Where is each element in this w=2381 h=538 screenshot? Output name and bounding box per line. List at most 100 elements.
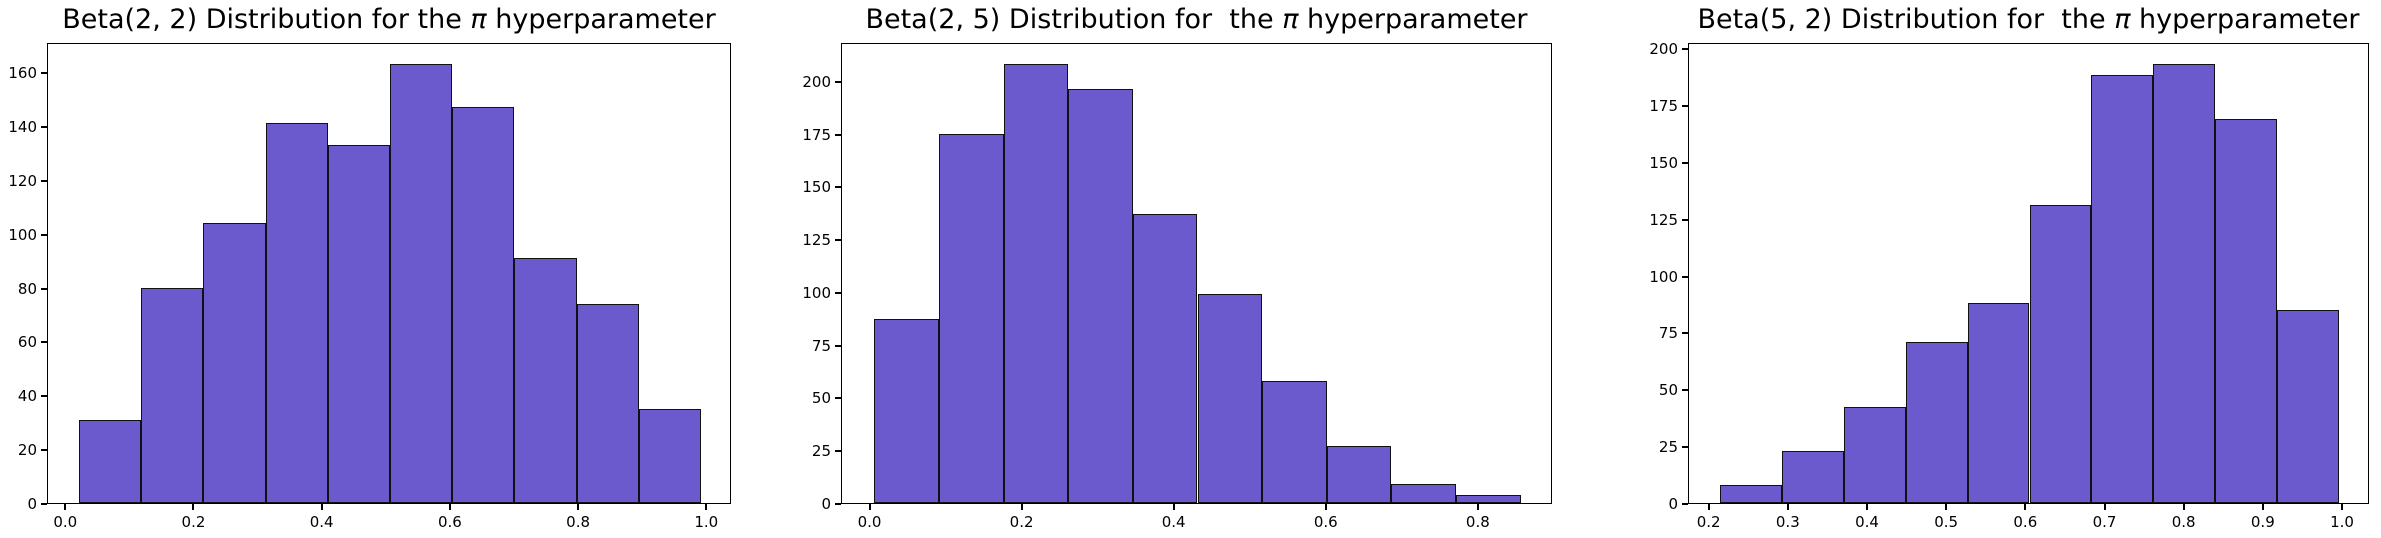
y-tick bbox=[835, 397, 841, 400]
histogram-bar bbox=[79, 419, 142, 503]
y-tick bbox=[41, 233, 47, 236]
bars-layer bbox=[48, 44, 730, 503]
x-tick-label: 0.6 bbox=[1313, 513, 1338, 531]
x-tick-label: 0.6 bbox=[437, 513, 462, 531]
x-tick-label: 0.9 bbox=[2250, 513, 2275, 531]
y-tick bbox=[41, 179, 47, 182]
x-tick bbox=[2182, 504, 2185, 510]
x-tick bbox=[1476, 504, 1479, 510]
x-tick bbox=[1945, 504, 1948, 510]
x-tick-label: 0.4 bbox=[1161, 513, 1186, 531]
y-tick bbox=[1682, 161, 1688, 164]
x-tick bbox=[1866, 504, 1868, 510]
y-tick-label: 175 bbox=[802, 125, 831, 144]
x-tick-label: 0.6 bbox=[2013, 513, 2038, 531]
chart-title: Beta(2, 5) Distribution for the π hyperp… bbox=[865, 4, 1528, 35]
plot-area bbox=[47, 43, 731, 504]
x-tick-label: 1.0 bbox=[694, 513, 719, 531]
y-tick-label: 0 bbox=[1668, 495, 1678, 513]
y-tick-label: 50 bbox=[1658, 381, 1678, 400]
histogram-bar bbox=[2215, 118, 2278, 503]
x-tick-label: 0.2 bbox=[1009, 513, 1034, 531]
x-tick-label: 0.8 bbox=[2171, 513, 2196, 531]
x-tick-label: 0.8 bbox=[566, 513, 591, 531]
y-tick bbox=[1682, 503, 1688, 505]
histogram-bar bbox=[2029, 205, 2092, 503]
y-tick bbox=[41, 449, 47, 452]
x-tick bbox=[868, 504, 871, 510]
histogram-bar bbox=[203, 222, 266, 503]
histogram-bar bbox=[1391, 484, 1457, 503]
y-tick bbox=[1682, 389, 1688, 392]
y-tick bbox=[1682, 48, 1688, 51]
y-tick-label: 160 bbox=[8, 64, 37, 83]
histogram-bar bbox=[2277, 309, 2340, 503]
x-tick bbox=[320, 504, 323, 510]
histogram-bar bbox=[1781, 450, 1844, 503]
y-tick bbox=[835, 239, 841, 242]
histogram-bar bbox=[141, 287, 204, 503]
x-tick bbox=[448, 504, 451, 510]
x-tick bbox=[192, 504, 195, 510]
histogram-bar bbox=[1967, 302, 2030, 503]
x-tick bbox=[705, 504, 708, 510]
y-tick-label: 125 bbox=[802, 231, 831, 250]
x-tick bbox=[2261, 504, 2264, 510]
bars-layer bbox=[1689, 44, 2368, 503]
y-tick bbox=[835, 450, 841, 453]
x-tick bbox=[2024, 504, 2027, 510]
y-tick-label: 25 bbox=[1658, 438, 1678, 457]
y-tick bbox=[835, 344, 841, 347]
y-tick-label: 140 bbox=[8, 117, 37, 136]
y-tick bbox=[41, 287, 47, 290]
y-tick bbox=[41, 72, 47, 75]
y-tick-label: 25 bbox=[811, 442, 831, 461]
y-tick-label: 175 bbox=[1649, 96, 1678, 115]
histogram-bar bbox=[2153, 63, 2216, 503]
y-tick bbox=[835, 133, 841, 136]
histogram-bar bbox=[874, 319, 939, 503]
histogram-bar bbox=[327, 144, 390, 503]
y-tick bbox=[41, 125, 47, 128]
y-tick-label: 200 bbox=[1649, 40, 1678, 59]
histogram-bar bbox=[1456, 494, 1521, 503]
x-tick-label: 1.0 bbox=[2330, 513, 2354, 531]
y-tick bbox=[1682, 104, 1688, 107]
y-tick-label: 20 bbox=[17, 441, 37, 460]
x-tick bbox=[1172, 504, 1175, 510]
y-tick-label: 120 bbox=[8, 171, 37, 190]
y-tick-label: 125 bbox=[1649, 210, 1678, 229]
x-tick-label: 0.3 bbox=[1775, 513, 1800, 531]
x-tick bbox=[2103, 504, 2106, 510]
x-tick-label: 0.4 bbox=[1855, 513, 1879, 531]
y-tick-label: 100 bbox=[1649, 267, 1678, 286]
histogram-bar bbox=[1326, 446, 1392, 503]
chart-title: Beta(5, 2) Distribution for the π hyperp… bbox=[1697, 4, 2360, 35]
pi-symbol: π bbox=[470, 4, 487, 35]
histogram-bar bbox=[2091, 75, 2154, 503]
histogram-bar bbox=[638, 408, 701, 503]
y-tick-label: 150 bbox=[802, 178, 831, 197]
y-tick-label: 40 bbox=[17, 387, 37, 406]
x-tick-label: 0.4 bbox=[309, 513, 334, 531]
histogram-bar bbox=[1262, 380, 1327, 503]
y-tick-label: 80 bbox=[17, 279, 37, 298]
histogram-bar bbox=[1843, 407, 1906, 503]
y-tick-label: 200 bbox=[802, 72, 831, 91]
x-tick bbox=[1707, 504, 1710, 510]
y-tick bbox=[41, 395, 47, 398]
x-tick-label: 0.7 bbox=[2092, 513, 2117, 531]
histogram-bar bbox=[1068, 89, 1133, 503]
x-tick bbox=[1786, 504, 1789, 510]
y-tick-label: 60 bbox=[17, 333, 37, 352]
y-tick bbox=[835, 291, 841, 294]
y-tick-label: 100 bbox=[802, 283, 831, 302]
x-tick-label: 0.0 bbox=[857, 513, 882, 531]
x-tick bbox=[64, 504, 67, 510]
x-tick-label: 0.0 bbox=[53, 513, 78, 531]
y-tick bbox=[1682, 275, 1688, 278]
histogram-bar bbox=[1719, 484, 1782, 503]
y-tick bbox=[835, 80, 841, 83]
